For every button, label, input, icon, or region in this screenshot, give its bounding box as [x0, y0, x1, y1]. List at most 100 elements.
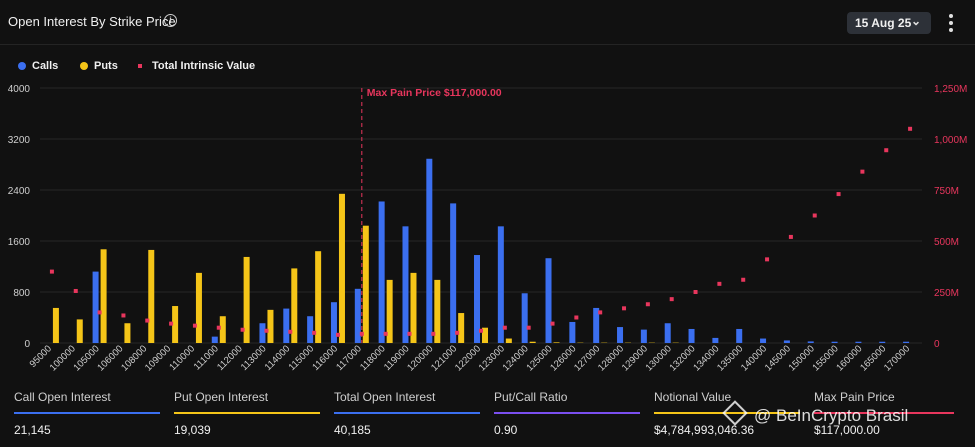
x-tick-label: 112000 — [215, 343, 245, 373]
info-icon[interactable]: i — [164, 14, 177, 27]
calls-bar — [426, 158, 433, 343]
puts-bar — [529, 341, 536, 343]
stat-label: Max Pain Price — [814, 390, 895, 404]
calls-bar — [736, 328, 743, 343]
legend-item-puts[interactable]: Puts — [80, 60, 118, 72]
puts-bar — [410, 272, 417, 343]
calls-bar — [569, 321, 576, 343]
calls-bar — [283, 308, 290, 343]
x-tick-label: 124000 — [501, 343, 531, 373]
y-tick-left: 2400 — [8, 186, 31, 197]
intrinsic-value-point — [574, 315, 579, 320]
chart-header: Open Interest By Strike Price i 15 Aug 2… — [0, 0, 975, 45]
stat-underline — [654, 412, 800, 414]
stat-max-pain: Max Pain Price $117,000.00 — [814, 388, 954, 437]
stat-label: Put/Call Ratio — [494, 390, 568, 404]
y-tick-left: 800 — [13, 288, 30, 299]
puts-bar — [291, 268, 298, 343]
calls-bar — [640, 329, 647, 343]
stat-notional-value: Notional Value $4,784,993,046.36 — [654, 388, 804, 437]
x-tick-label: 125000 — [524, 343, 554, 373]
legend-label-puts: Puts — [94, 60, 118, 72]
x-tick-label: 120000 — [405, 343, 435, 373]
intrinsic-value-point — [502, 325, 507, 330]
puts-bar — [172, 306, 179, 343]
intrinsic-value-point — [765, 257, 770, 262]
intrinsic-value-point — [240, 327, 245, 332]
stat-put-call-ratio: Put/Call Ratio 0.90 — [494, 388, 644, 437]
y-tick-left: 0 — [24, 339, 30, 350]
stat-label: Put Open Interest — [174, 390, 269, 404]
intrinsic-value-point — [264, 328, 269, 333]
stat-call-oi: Call Open Interest 21,145 — [14, 388, 164, 437]
intrinsic-value-point — [121, 313, 126, 318]
intrinsic-value-point — [455, 330, 460, 335]
calls-bar — [450, 203, 457, 343]
stat-value: 40,185 — [334, 423, 371, 437]
x-tick-label: 128000 — [596, 343, 626, 373]
puts-bar — [195, 272, 202, 343]
calls-bar — [903, 341, 910, 343]
calls-bar — [354, 288, 361, 343]
intrinsic-value-point — [288, 329, 293, 334]
calls-bar — [712, 337, 719, 343]
calls-bar — [330, 302, 337, 343]
max-pain-annotation: Max Pain Price $117,000.00 — [367, 87, 502, 99]
x-tick-label: 135000 — [715, 343, 745, 373]
stat-total-oi: Total Open Interest 40,185 — [334, 388, 484, 437]
puts-bar — [458, 313, 465, 343]
calls-bar — [211, 336, 218, 343]
x-tick-label: 118000 — [358, 343, 388, 373]
puts-bar — [219, 316, 226, 343]
puts-bar — [52, 307, 59, 343]
stat-label: Notional Value — [654, 390, 732, 404]
legend-label-calls: Calls — [32, 60, 59, 72]
intrinsic-value-point — [788, 234, 793, 239]
intrinsic-value-point — [192, 323, 197, 328]
stat-underline — [334, 412, 480, 414]
expiry-date-dropdown[interactable]: 15 Aug 25 ⌄ — [847, 12, 931, 34]
x-tick-label: 111000 — [192, 343, 221, 372]
x-tick-label: 106000 — [95, 343, 125, 373]
intrinsic-value-point — [335, 332, 340, 337]
intrinsic-value-point — [598, 310, 603, 315]
legend-label-intrinsic: Total Intrinsic Value — [152, 60, 256, 72]
puts-bar — [553, 342, 560, 343]
intrinsic-value-point — [407, 331, 412, 336]
chart-title: Open Interest By Strike Price — [8, 14, 176, 29]
calls-bar — [259, 323, 266, 343]
legend-item-calls[interactable]: Calls — [18, 60, 58, 72]
calls-bar — [402, 226, 409, 343]
calls-bar — [664, 323, 671, 343]
stat-put-oi: Put Open Interest 19,039 — [174, 388, 324, 437]
calls-bar — [378, 201, 385, 343]
intrinsic-value-point — [717, 281, 722, 286]
puts-bar — [267, 309, 274, 343]
x-tick-label: 129000 — [620, 343, 650, 373]
x-tick-label: 122000 — [453, 343, 483, 373]
intrinsic-value-point — [97, 310, 102, 315]
calls-bar — [688, 328, 695, 343]
expiry-date-label: 15 Aug 25 — [855, 16, 912, 30]
watermark: @ BeInCrypto Brasil — [722, 400, 908, 426]
x-tick-label: 100000 — [48, 343, 78, 373]
x-tick-label: 126000 — [548, 343, 578, 373]
x-tick-label: 170000 — [882, 343, 912, 373]
intrinsic-value-point — [622, 306, 627, 311]
y-tick-left: 3200 — [8, 135, 31, 146]
stat-label: Call Open Interest — [14, 390, 111, 404]
puts-bar — [362, 225, 369, 343]
stat-value: $117,000.00 — [814, 423, 880, 437]
calls-legend-marker — [18, 62, 26, 70]
calls-bar — [307, 316, 314, 343]
legend-item-intrinsic[interactable]: Total Intrinsic Value — [136, 60, 255, 72]
intrinsic-value-point — [73, 288, 78, 293]
kebab-menu-icon[interactable] — [946, 12, 956, 34]
stat-label: Total Open Interest — [334, 390, 436, 404]
y-tick-left: 4000 — [8, 84, 31, 95]
stat-underline — [814, 412, 954, 414]
x-tick-label: 115000 — [287, 343, 317, 373]
x-tick-label: 134000 — [691, 343, 721, 373]
stat-underline — [494, 412, 640, 414]
y-tick-right: 250M — [934, 288, 959, 299]
